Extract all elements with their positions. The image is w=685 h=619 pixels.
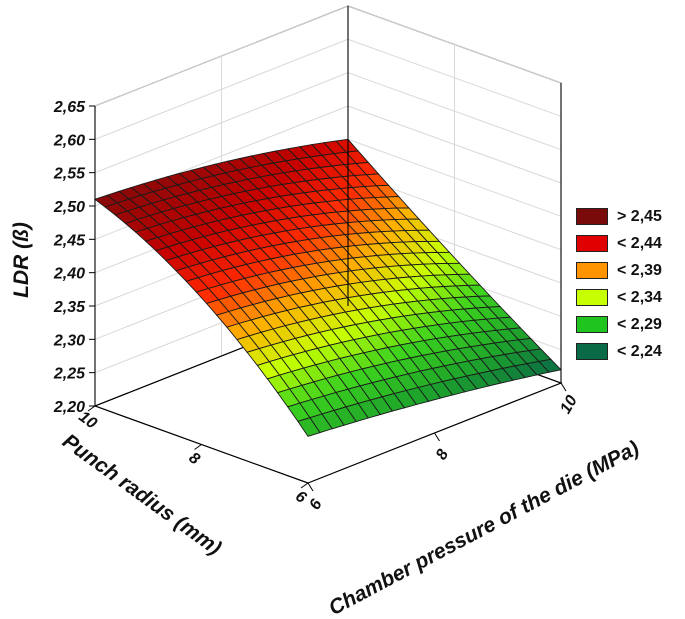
z-tick-label: 2,60 bbox=[53, 132, 85, 149]
x-axis-title: Punch radius (mm) bbox=[58, 430, 225, 560]
y-axis-title: Chamber pressure of the die (MPa) bbox=[325, 436, 643, 619]
z-tick-label: 2,25 bbox=[53, 366, 86, 383]
legend-label: < 2,34 bbox=[617, 288, 662, 306]
surface-cell bbox=[297, 417, 321, 437]
y-tick-mark bbox=[434, 432, 440, 442]
legend-swatch bbox=[576, 316, 608, 333]
legend-label: < 2,44 bbox=[617, 234, 662, 252]
x-tick-label: 8 bbox=[186, 449, 203, 468]
z-tick-label: 2,65 bbox=[53, 99, 86, 116]
x-tick-mark bbox=[87, 405, 96, 412]
legend-swatch bbox=[576, 235, 608, 252]
z-axis-title: LDR (ß) bbox=[10, 222, 33, 298]
legend-item: < 2,39 bbox=[576, 257, 676, 284]
legend-label: < 2,29 bbox=[617, 315, 662, 333]
z-tick-label: 2,35 bbox=[53, 299, 86, 316]
y-tick-label: 10 bbox=[557, 393, 581, 417]
z-tick-label: 2,20 bbox=[53, 399, 85, 416]
legend-item: < 2,44 bbox=[576, 230, 676, 257]
surface-mesh bbox=[94, 138, 562, 437]
legend-item: < 2,29 bbox=[576, 311, 676, 338]
legend: > 2,45 < 2,44 < 2,39 < 2,34 < 2,29 < 2,24 bbox=[576, 203, 676, 365]
legend-label: < 2,24 bbox=[617, 342, 662, 360]
z-tick-label: 2,50 bbox=[53, 199, 85, 216]
legend-item: < 2,34 bbox=[576, 284, 676, 311]
legend-label: > 2,45 bbox=[617, 207, 662, 225]
z-tick-label: 2,40 bbox=[53, 266, 85, 283]
y-tick-label: 8 bbox=[433, 447, 452, 463]
y-tick-label: 6 bbox=[307, 497, 326, 513]
y-tick-mark bbox=[307, 482, 314, 492]
x-tick-mark bbox=[194, 444, 202, 450]
axis-ticks: 2,20 2,25 2,30 2,35 2,40 2,45 2,50 2,55 2,60 2,65… bbox=[53, 99, 581, 513]
chart-box-edges bbox=[94, 6, 562, 406]
z-tick-label: 2,45 bbox=[53, 232, 86, 249]
y-tick-mark bbox=[560, 382, 567, 392]
z-tick-label: 2,55 bbox=[53, 166, 86, 183]
z-tick-label: 2,30 bbox=[53, 332, 85, 349]
legend-swatch bbox=[576, 289, 608, 306]
legend-item: < 2,24 bbox=[576, 338, 676, 365]
legend-label: < 2,39 bbox=[617, 261, 662, 279]
legend-swatch bbox=[576, 343, 608, 360]
x-tick-mark bbox=[300, 482, 309, 489]
legend-item: > 2,45 bbox=[576, 203, 676, 230]
legend-swatch bbox=[576, 262, 608, 279]
legend-swatch bbox=[576, 208, 608, 225]
